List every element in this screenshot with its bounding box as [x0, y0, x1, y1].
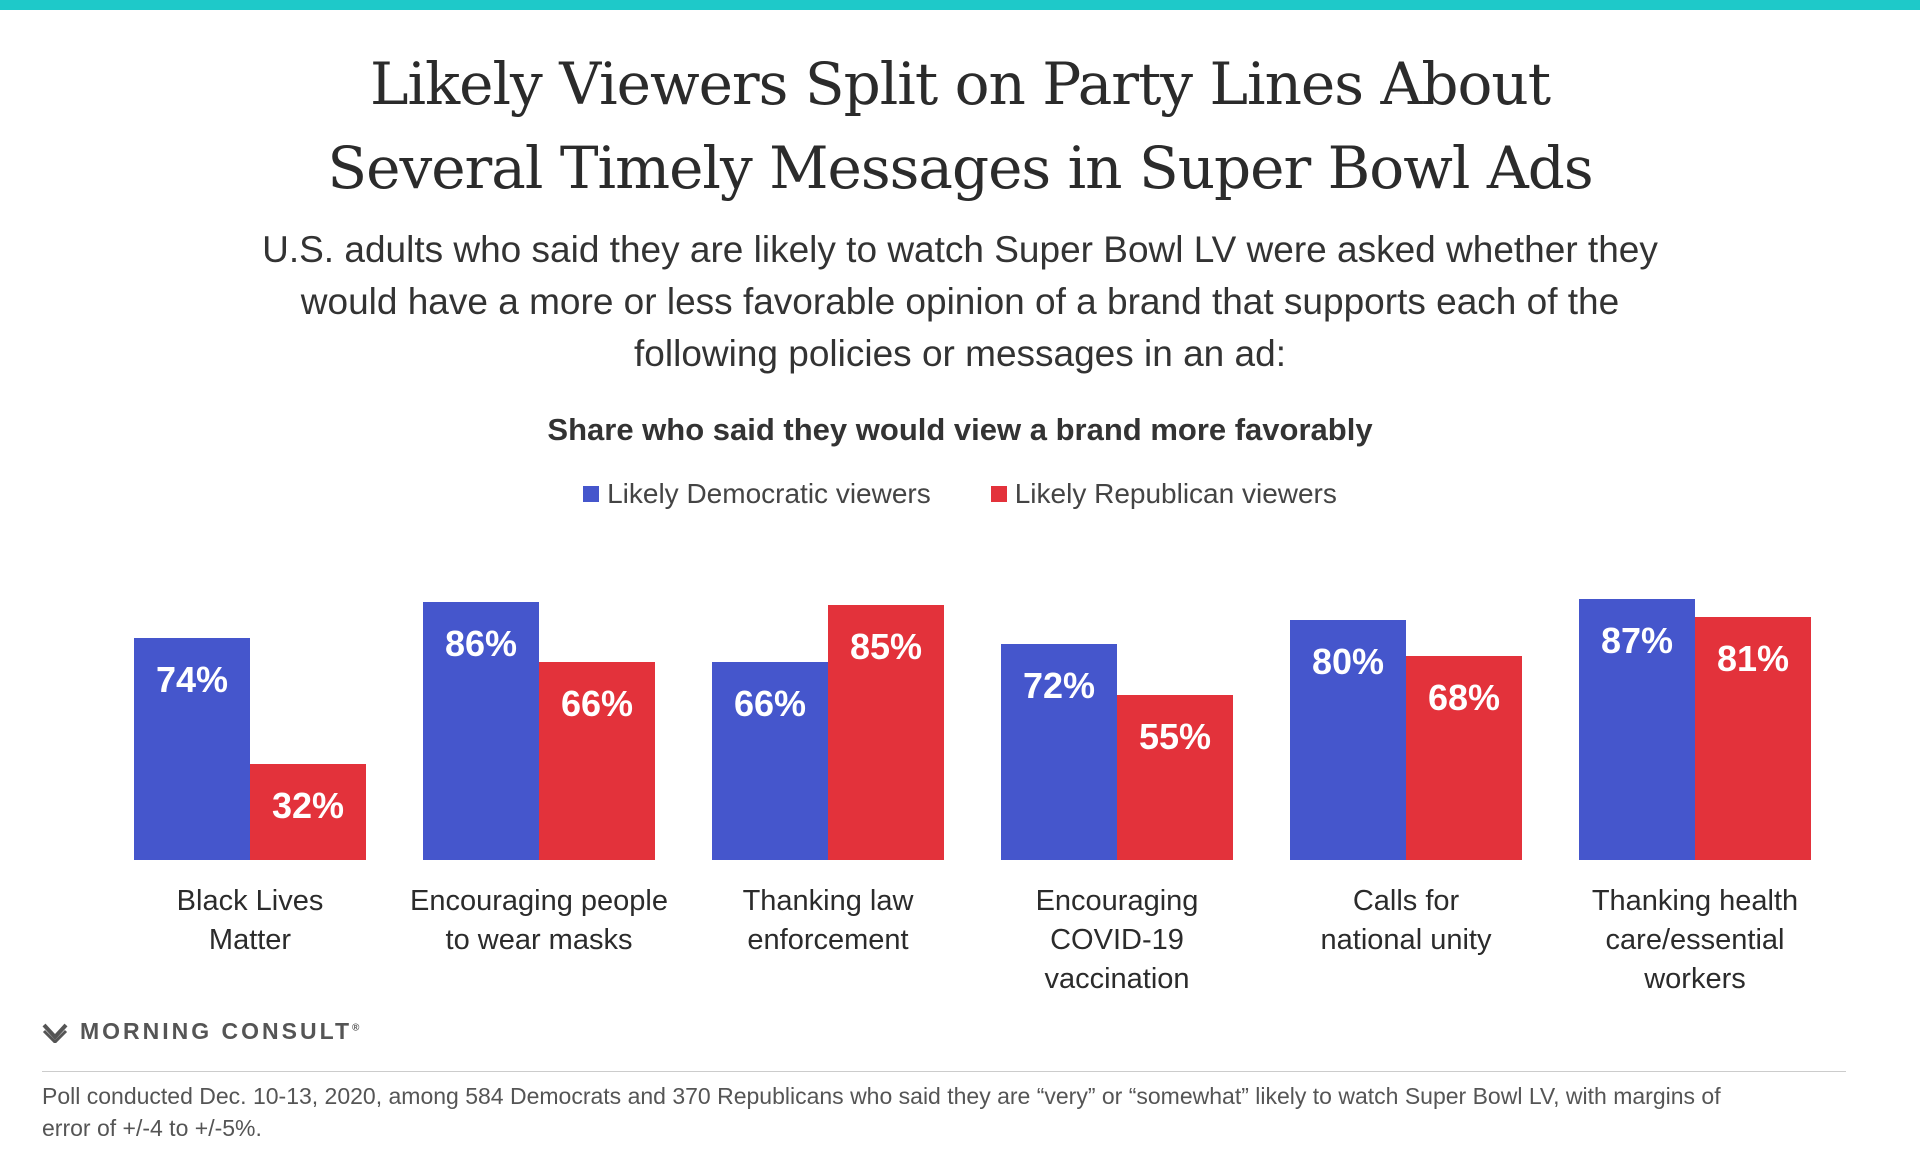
morning-consult-logo-icon: [42, 1023, 68, 1043]
category-label-1-line-0: Encouraging people: [410, 885, 668, 917]
data-label-democratic-5: 87%: [1601, 620, 1673, 661]
category-label-4-line-0: Calls for: [1353, 885, 1460, 917]
subtitle: U.S. adults who said they are likely to …: [262, 229, 1658, 374]
bar-republican-1: [539, 662, 655, 860]
bar-democratic-2: [712, 662, 828, 860]
data-label-republican-1: 66%: [561, 683, 633, 724]
bar-democratic-4: [1290, 620, 1406, 860]
bar-democratic-3: [1001, 644, 1117, 860]
category-label-0-line-1: Matter: [209, 924, 292, 956]
data-label-democratic-3: 72%: [1023, 665, 1095, 706]
brand-name: MORNING CONSULT®: [80, 1018, 363, 1044]
data-label-republican-2: 85%: [850, 626, 922, 667]
title-line-1: Likely Viewers Split on Party Lines Abou…: [369, 50, 1551, 118]
bar-republican-4: [1406, 656, 1522, 860]
category-label-5-line-2: workers: [1643, 963, 1746, 995]
bar-democratic-1: [423, 602, 539, 860]
data-label-democratic-1: 86%: [445, 623, 517, 664]
bar-republican-2: [828, 605, 944, 860]
category-label-1-line-1: to wear masks: [446, 924, 633, 956]
bar-democratic-5: [1579, 599, 1695, 860]
category-label-4-line-1: national unity: [1321, 924, 1492, 956]
category-label-5-line-1: care/essential: [1606, 924, 1785, 956]
chart-title: Share who said they would view a brand m…: [547, 412, 1373, 447]
chart-legend: Likely Democratic viewers Likely Republi…: [0, 478, 1920, 510]
data-label-republican-4: 68%: [1428, 677, 1500, 718]
legend-item-democratic: Likely Democratic viewers: [583, 478, 931, 510]
legend-item-republican: Likely Republican viewers: [990, 478, 1337, 510]
brand-logo: MORNING CONSULT®: [42, 1018, 362, 1045]
footer-divider: [42, 1071, 1846, 1072]
accent-top-bar: [0, 0, 1920, 10]
category-label-3-line-1: COVID-19: [1050, 924, 1184, 956]
category-label-0-line-0: Black Lives: [177, 885, 324, 917]
legend-label-democratic: Likely Democratic viewers: [607, 478, 931, 509]
footnote: Poll conducted Dec. 10-13, 2020, among 5…: [42, 1083, 1721, 1141]
legend-label-republican: Likely Republican viewers: [1014, 478, 1337, 509]
legend-swatch-republican: [990, 486, 1007, 502]
data-label-democratic-4: 80%: [1312, 641, 1384, 682]
bar-democratic-0: [134, 638, 250, 860]
bar-chart: 74% 32% Black Lives Matter 86% 66% Encouraging…: [134, 599, 1811, 995]
category-label-2-line-0: Thanking law: [743, 885, 915, 917]
bar-republican-0: [250, 764, 366, 860]
category-label-2-line-1: enforcement: [747, 924, 908, 956]
data-label-democratic-2: 66%: [734, 683, 806, 724]
title-line-2: Several Timely Messages in Super Bowl Ad…: [327, 134, 1593, 202]
bar-republican-3: [1117, 695, 1233, 860]
legend-swatch-democratic: [583, 486, 600, 502]
page-title: Likely Viewers Split on Party Lines Abou…: [0, 42, 1920, 210]
category-label-3-line-2: vaccination: [1044, 963, 1189, 995]
data-label-republican-3: 55%: [1139, 716, 1211, 757]
data-label-democratic-0: 74%: [156, 659, 228, 700]
data-label-republican-5: 81%: [1717, 638, 1789, 679]
bar-republican-5: [1695, 617, 1811, 860]
category-label-5-line-0: Thanking health: [1592, 885, 1798, 917]
category-label-3-line-0: Encouraging: [1036, 885, 1199, 917]
data-label-republican-0: 32%: [272, 785, 344, 826]
